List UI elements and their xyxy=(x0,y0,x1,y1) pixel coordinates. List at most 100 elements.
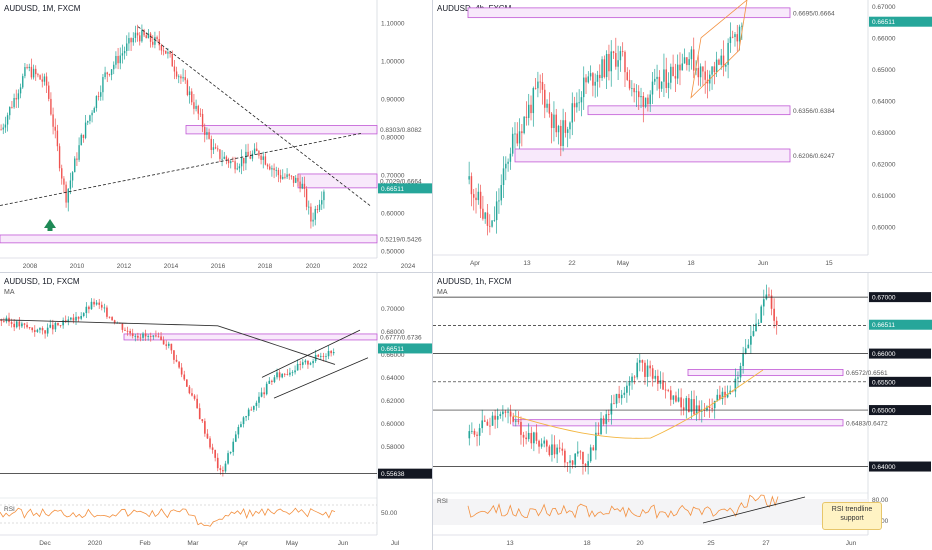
candle-body xyxy=(599,74,601,79)
x-tick-label: Dec xyxy=(39,540,51,547)
x-tick-label: May xyxy=(286,540,299,547)
candle-body xyxy=(752,331,755,336)
candle-body xyxy=(158,39,160,46)
candle-body xyxy=(6,115,9,125)
x-tick-label: May xyxy=(617,260,630,267)
last-price-tag xyxy=(869,16,932,27)
x-tick-label: 2022 xyxy=(353,263,368,270)
candle-body xyxy=(592,447,595,451)
candle-body xyxy=(551,444,553,456)
candle-body xyxy=(548,446,551,456)
candle-body xyxy=(4,124,7,128)
candle-body xyxy=(169,52,171,54)
candle-body xyxy=(582,77,585,98)
candle-body xyxy=(768,294,770,296)
candle-body xyxy=(134,32,137,38)
rsi-tick-label: 80.00 xyxy=(872,497,889,504)
candle-body xyxy=(214,147,217,149)
candle-body xyxy=(292,176,295,183)
candle-body xyxy=(601,59,603,79)
candle-body xyxy=(589,73,592,77)
candle-body xyxy=(217,148,219,150)
candle-body xyxy=(216,457,219,469)
candle-body xyxy=(685,398,688,410)
candle-body xyxy=(660,81,663,89)
candle-body xyxy=(574,453,577,465)
candle-body xyxy=(690,399,693,412)
candle-body xyxy=(268,380,271,384)
y-tick-label: 0.62000 xyxy=(381,398,405,405)
chart-svg: 0.70000 0.68000 0.66000 0.64000 0.62000 0.600… xyxy=(0,273,432,547)
candle-body xyxy=(468,431,471,439)
y-tick-label: 0.80000 xyxy=(381,135,405,142)
candle-body xyxy=(258,151,260,156)
candle-body xyxy=(162,340,165,345)
y-tick-label: 0.70000 xyxy=(381,173,405,180)
chart-panel-daily[interactable]: AUDUSD, 1D, FXCM MA 0.70000 0.68000 0.6600… xyxy=(0,273,432,550)
candle-body xyxy=(631,376,633,383)
candle-body xyxy=(117,55,119,64)
candle-body xyxy=(683,57,686,64)
chart-panel-4h[interactable]: AUDUSD, 4h, FXCM 0.670000.660000.650000.… xyxy=(433,0,932,272)
candle-body xyxy=(742,353,744,366)
x-tick-label: 2016 xyxy=(211,263,226,270)
candle-body xyxy=(775,320,778,326)
candle-body xyxy=(264,156,267,165)
candle-body xyxy=(667,389,670,391)
candle-body xyxy=(24,67,26,77)
candle-body xyxy=(595,432,597,451)
candle-body xyxy=(722,55,725,67)
candle-body xyxy=(699,66,702,78)
y-tick-label: 0.58000 xyxy=(381,444,405,451)
candle-body xyxy=(713,400,716,409)
candle-body xyxy=(36,329,39,332)
candle-body xyxy=(15,321,18,328)
candle-body xyxy=(198,408,201,420)
candle-body xyxy=(721,391,724,400)
candle-body xyxy=(514,133,516,135)
trendline-down xyxy=(137,26,371,206)
candle-body xyxy=(286,174,288,178)
candle-body xyxy=(196,398,198,409)
candle-body xyxy=(182,77,184,79)
candle-body xyxy=(737,377,739,379)
candle-body xyxy=(573,103,576,108)
x-tick-label: 2020 xyxy=(306,263,321,270)
candle-body xyxy=(9,106,11,116)
candle-body xyxy=(178,76,180,78)
candle-body xyxy=(674,76,677,79)
candle-body xyxy=(191,393,193,396)
candle-body xyxy=(240,424,242,427)
candle-body xyxy=(569,122,571,130)
candle-body xyxy=(49,324,52,328)
candle-body xyxy=(243,157,245,164)
candle-body xyxy=(307,360,309,365)
candle-body xyxy=(193,102,195,109)
candle-body xyxy=(289,372,291,375)
candle-body xyxy=(534,88,537,89)
wedge-pattern xyxy=(690,0,748,99)
candle-body xyxy=(637,91,640,98)
candle-body xyxy=(145,35,147,39)
candle-body xyxy=(686,57,688,66)
candle-body xyxy=(747,344,750,349)
candle-body xyxy=(538,440,540,447)
candle-body xyxy=(111,317,113,321)
candle-body xyxy=(475,197,477,201)
level-tag xyxy=(869,405,931,416)
candle-body xyxy=(724,391,726,398)
candle-body xyxy=(57,322,59,326)
candle-body xyxy=(206,132,208,135)
candle-body xyxy=(516,133,519,144)
candle-body xyxy=(113,64,115,70)
x-tick-label: Apr xyxy=(470,260,481,267)
candle-body xyxy=(167,52,169,54)
candle-body xyxy=(31,327,34,331)
candle-body xyxy=(22,76,24,88)
candle-body xyxy=(680,397,682,408)
y-tick-label: 0.65000 xyxy=(872,67,896,74)
x-tick-label: 22 xyxy=(568,260,576,267)
candle-body xyxy=(612,51,615,54)
candle-body xyxy=(603,59,606,78)
chart-panel-monthly[interactable]: AUDUSD, 1M, FXCM 1.10000 1.00000 0.90000 0.… xyxy=(0,0,432,272)
